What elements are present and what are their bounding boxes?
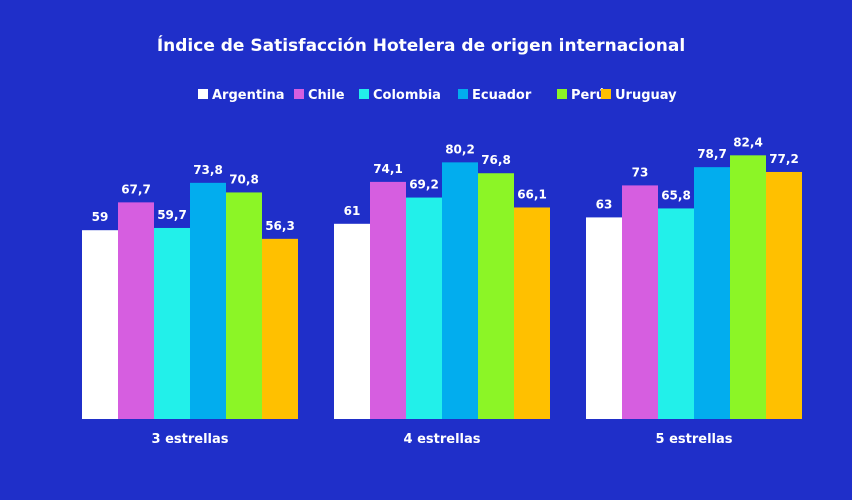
bar-colombia-3-estrellas [154, 227, 190, 419]
bar-uruguay-3-estrellas [262, 238, 298, 419]
legend-item-colombia: Colombia [359, 88, 441, 103]
data-label-chile-3-estrellas: 67,7 [121, 182, 151, 196]
legend-label-colombia: Colombia [373, 88, 441, 103]
bar-peru-5-estrellas [730, 155, 766, 419]
legend-swatch-ecuador [458, 89, 468, 99]
legend-item-chile: Chile [294, 88, 345, 103]
legend-item-ecuador: Ecuador [458, 88, 532, 103]
data-label-argentina-3-estrellas: 59 [92, 210, 109, 224]
category-label-3-estrellas: 3 estrellas [152, 432, 229, 447]
legend-label-ecuador: Ecuador [472, 88, 532, 103]
bar-group-5-estrellas: 63 73 65,8 78,7 82,4 77,2 [586, 135, 802, 419]
data-label-chile-5-estrellas: 73 [632, 165, 649, 179]
data-label-argentina-5-estrellas: 63 [596, 197, 613, 211]
legend: Argentina Chile Colombia Ecuador Perú Uruguay [198, 88, 677, 103]
data-label-uruguay-4-estrellas: 66,1 [517, 187, 547, 201]
legend-swatch-peru [557, 89, 567, 99]
category-label-4-estrellas: 4 estrellas [404, 432, 481, 447]
bar-chile-4-estrellas [370, 181, 406, 419]
bar-chile-3-estrellas [118, 202, 154, 419]
chart-title: Índice de Satisfacción Hotelera de orige… [157, 34, 685, 56]
bar-group-4-estrellas: 61 74,1 69,2 80,2 76,8 66,1 [334, 142, 550, 420]
bar-argentina-5-estrellas [586, 217, 622, 419]
data-label-colombia-4-estrellas: 69,2 [409, 178, 439, 192]
data-label-uruguay-3-estrellas: 56,3 [265, 219, 295, 233]
legend-label-argentina: Argentina [212, 88, 285, 103]
legend-swatch-argentina [198, 89, 208, 99]
data-label-peru-4-estrellas: 76,8 [481, 153, 511, 167]
data-label-ecuador-4-estrellas: 80,2 [445, 142, 475, 156]
bar-peru-3-estrellas [226, 192, 262, 419]
bar-ecuador-4-estrellas [442, 162, 478, 420]
legend-swatch-colombia [359, 89, 369, 99]
bar-uruguay-4-estrellas [514, 207, 550, 419]
legend-swatch-uruguay [601, 89, 611, 99]
bar-uruguay-5-estrellas [766, 171, 802, 419]
bar-chile-5-estrellas [622, 185, 658, 419]
data-label-peru-3-estrellas: 70,8 [229, 172, 259, 186]
data-label-colombia-5-estrellas: 65,8 [661, 188, 691, 202]
category-axis: 3 estrellas 4 estrellas 5 estrellas [152, 432, 733, 447]
legend-item-argentina: Argentina [198, 88, 285, 103]
legend-item-uruguay: Uruguay [601, 88, 677, 103]
bar-ecuador-3-estrellas [190, 182, 226, 419]
legend-label-chile: Chile [308, 88, 345, 103]
data-label-peru-5-estrellas: 82,4 [733, 135, 763, 149]
bar-ecuador-5-estrellas [694, 167, 730, 419]
legend-label-uruguay: Uruguay [615, 88, 677, 103]
data-label-argentina-4-estrellas: 61 [344, 204, 361, 218]
bar-argentina-4-estrellas [334, 223, 370, 419]
bar-peru-4-estrellas [478, 173, 514, 419]
category-label-5-estrellas: 5 estrellas [656, 432, 733, 447]
bars-area: 59 67,7 59,7 73,8 70,8 56,3 61 74,1 69,2 80,2 76,8… [82, 135, 802, 420]
data-label-ecuador-5-estrellas: 78,7 [697, 147, 727, 161]
bar-argentina-3-estrellas [82, 230, 118, 419]
bar-group-3-estrellas: 59 67,7 59,7 73,8 70,8 56,3 [82, 163, 298, 419]
bar-colombia-5-estrellas [658, 208, 694, 419]
data-label-colombia-3-estrellas: 59,7 [157, 208, 187, 222]
data-label-chile-4-estrellas: 74,1 [373, 162, 403, 176]
legend-item-peru: Perú [557, 88, 605, 103]
legend-swatch-chile [294, 89, 304, 99]
legend-label-peru: Perú [571, 88, 605, 103]
data-label-ecuador-3-estrellas: 73,8 [193, 163, 223, 177]
bar-colombia-4-estrellas [406, 197, 442, 419]
data-label-uruguay-5-estrellas: 77,2 [769, 152, 799, 166]
